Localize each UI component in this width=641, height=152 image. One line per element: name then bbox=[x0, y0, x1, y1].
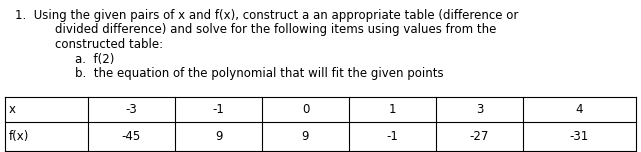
Text: constructed table:: constructed table: bbox=[55, 38, 163, 51]
Text: 9: 9 bbox=[215, 130, 222, 143]
Text: 9: 9 bbox=[302, 130, 309, 143]
Text: x: x bbox=[9, 103, 16, 116]
Text: 0: 0 bbox=[302, 103, 309, 116]
Text: 3: 3 bbox=[476, 103, 483, 116]
Text: f(x): f(x) bbox=[9, 130, 29, 143]
Text: -3: -3 bbox=[126, 103, 137, 116]
Text: -31: -31 bbox=[570, 130, 589, 143]
Text: b.  the equation of the polynomial that will fit the given points: b. the equation of the polynomial that w… bbox=[75, 67, 444, 80]
Text: -1: -1 bbox=[213, 103, 224, 116]
Text: -1: -1 bbox=[387, 130, 399, 143]
Text: 1: 1 bbox=[388, 103, 396, 116]
Text: divided difference) and solve for the following items using values from the: divided difference) and solve for the fo… bbox=[55, 24, 496, 36]
Text: 4: 4 bbox=[576, 103, 583, 116]
Text: -27: -27 bbox=[470, 130, 489, 143]
Text: -45: -45 bbox=[122, 130, 141, 143]
Text: a.  f(2): a. f(2) bbox=[75, 52, 114, 66]
Text: 1.  Using the given pairs of x and f(x), construct a an appropriate table (diffe: 1. Using the given pairs of x and f(x), … bbox=[15, 9, 519, 22]
